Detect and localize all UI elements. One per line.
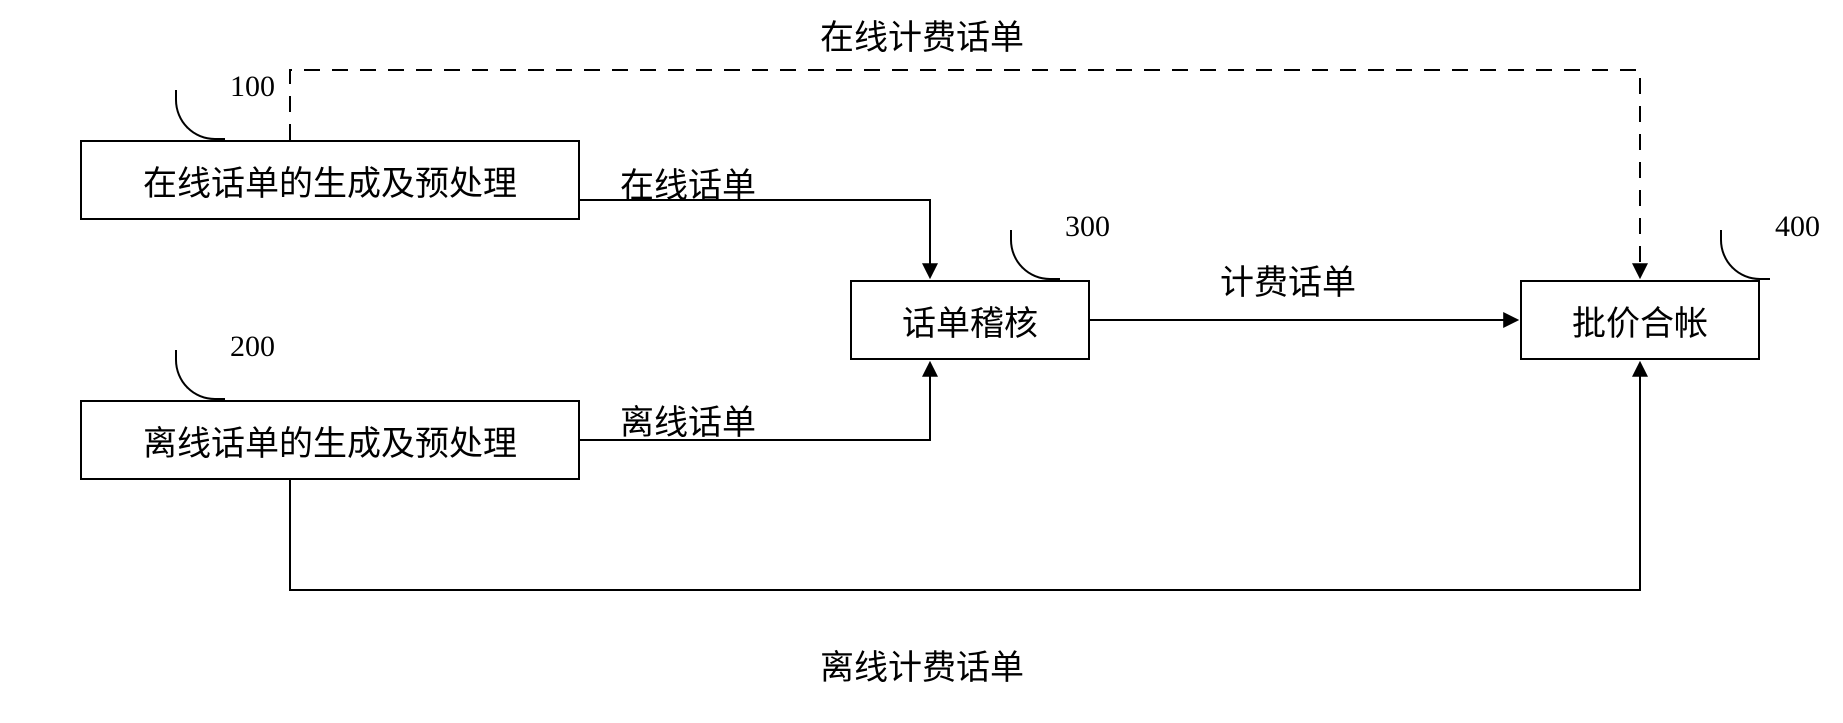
- label-billing-cdr: 计费话单: [1220, 255, 1356, 304]
- box-audit-label: 话单稽核: [902, 296, 1038, 345]
- box-pricing-label: 批价合帐: [1572, 296, 1708, 345]
- box-offline-gen: 离线话单的生成及预处理: [80, 400, 580, 480]
- box-offline-gen-label: 离线话单的生成及预处理: [143, 416, 517, 465]
- ref-curve-200: [175, 350, 225, 400]
- ref-100: 100: [230, 70, 275, 104]
- label-offline-billing-cdr: 离线计费话单: [820, 640, 1024, 689]
- box-online-gen-label: 在线话单的生成及预处理: [143, 156, 517, 205]
- ref-curve-300: [1010, 230, 1060, 280]
- label-online-cdr: 在线话单: [620, 158, 756, 207]
- ref-300: 300: [1065, 210, 1110, 244]
- ref-200: 200: [230, 330, 275, 364]
- ref-400: 400: [1775, 210, 1820, 244]
- edges-svg: [0, 0, 1843, 723]
- label-online-billing-cdr: 在线计费话单: [820, 10, 1024, 59]
- edge-100-300: [580, 200, 930, 276]
- box-online-gen: 在线话单的生成及预处理: [80, 140, 580, 220]
- box-pricing: 批价合帐: [1520, 280, 1760, 360]
- label-offline-cdr: 离线话单: [620, 395, 756, 444]
- ref-curve-100: [175, 90, 225, 140]
- ref-curve-400: [1720, 230, 1770, 280]
- box-audit: 话单稽核: [850, 280, 1090, 360]
